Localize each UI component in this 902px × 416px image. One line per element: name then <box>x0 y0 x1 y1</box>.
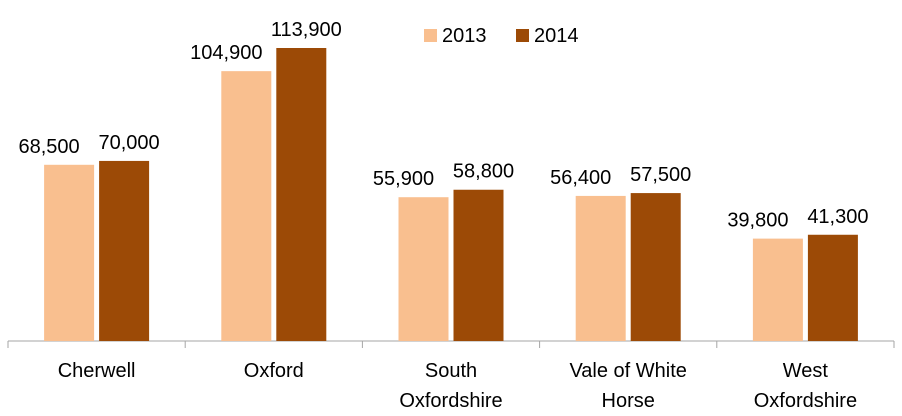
x-tick-label: Oxford <box>243 360 304 382</box>
x-tick-label: Vale of White Horse <box>569 360 687 412</box>
value-label: 57,500 <box>630 164 691 186</box>
value-label: 70,000 <box>99 132 160 154</box>
legend-swatch <box>516 29 529 42</box>
bar <box>44 164 95 341</box>
value-label: 56,400 <box>550 167 611 189</box>
bar <box>99 160 150 341</box>
bar <box>453 189 504 341</box>
bar <box>630 193 681 341</box>
bar <box>276 48 327 341</box>
x-tick-label: West Oxfordshire <box>753 360 858 412</box>
legend-label: 2014 <box>534 25 579 47</box>
x-tick-label: Cherwell <box>57 360 136 382</box>
value-label: 39,800 <box>727 210 788 232</box>
value-label: 41,300 <box>807 206 868 228</box>
value-label: 58,800 <box>453 161 514 183</box>
bar <box>807 234 858 341</box>
value-label: 113,900 <box>271 19 342 41</box>
bar <box>575 195 626 341</box>
bar <box>398 197 449 341</box>
bar <box>752 238 803 341</box>
value-label: 55,900 <box>373 168 434 190</box>
value-label: 104,900 <box>190 42 262 64</box>
bar <box>221 71 272 341</box>
legend-swatch <box>424 29 437 42</box>
legend-label: 2013 <box>442 25 487 47</box>
value-label: 68,500 <box>19 136 80 158</box>
x-tick-label: South Oxfordshire <box>399 360 503 412</box>
